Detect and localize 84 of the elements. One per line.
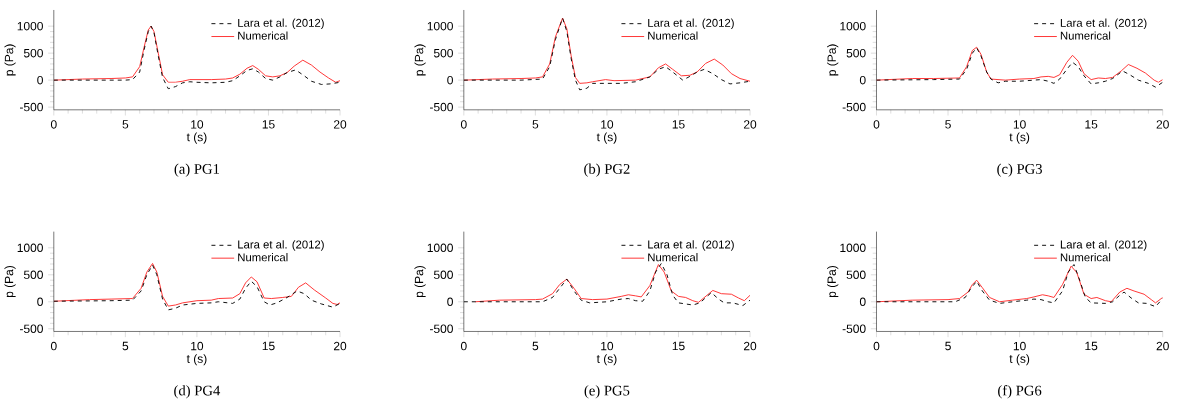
- x-tick-label: 5: [122, 120, 129, 129]
- legend-label: Numerical: [1060, 31, 1111, 40]
- y-axis-title: p (Pa): [827, 44, 839, 76]
- y-tick-label: 1000: [17, 21, 43, 31]
- legend-label: Lara et al. (2012): [648, 240, 734, 251]
- y-tick-label: 1000: [840, 21, 866, 31]
- x-tick-label: 15: [1085, 120, 1098, 129]
- y-tick-label: 500: [846, 48, 866, 58]
- x-axis-title: t (s): [1009, 353, 1030, 366]
- x-tick-label: 5: [532, 120, 539, 129]
- x-tick-label: 20: [333, 341, 347, 351]
- x-axis-title: t (s): [186, 132, 207, 144]
- x-axis-title: t (s): [596, 353, 617, 366]
- y-tick-label: 0: [37, 297, 43, 306]
- legend-label: Numerical: [1060, 252, 1111, 262]
- y-tick-label: 0: [859, 297, 866, 306]
- x-tick-label: 10: [191, 120, 204, 129]
- y-axis-title: p (Pa): [414, 44, 426, 76]
- x-axis-title: t (s): [186, 353, 207, 366]
- y-tick-label: -500: [842, 324, 866, 333]
- x-tick-label: 10: [1013, 341, 1026, 351]
- x-tick-label: 15: [1085, 341, 1098, 351]
- x-tick-label: 20: [743, 341, 757, 351]
- y-tick-label: -500: [19, 102, 43, 112]
- x-tick-label: 10: [601, 120, 614, 129]
- y-tick-label: -500: [430, 324, 453, 333]
- x-axis-title: t (s): [596, 132, 617, 144]
- y-tick-label: 500: [433, 270, 453, 279]
- y-tick-label: 0: [447, 75, 453, 85]
- x-tick-label: 15: [672, 341, 685, 351]
- legend-label: Lara et al. (2012): [648, 18, 734, 29]
- y-tick-label: -500: [430, 102, 453, 112]
- x-tick-label: 15: [262, 341, 275, 351]
- y-tick-label: 0: [859, 75, 866, 85]
- text: (a) PG1: [174, 163, 219, 177]
- x-tick-label: 15: [262, 120, 275, 129]
- text: (f) PG6: [998, 384, 1042, 399]
- y-axis-title: p (Pa): [4, 265, 16, 297]
- y-tick-label: 0: [37, 75, 43, 85]
- x-tick-label: 10: [1013, 120, 1026, 129]
- legend-label: Numerical: [648, 252, 698, 262]
- y-tick-label: -500: [842, 102, 866, 112]
- x-tick-label: 5: [945, 120, 951, 129]
- legend-label: Numerical: [238, 31, 288, 40]
- x-tick-label: 0: [50, 120, 57, 129]
- legend-label: Lara et al. (2012): [1060, 240, 1147, 251]
- text: (b) PG2: [584, 163, 630, 177]
- x-tick-label: 5: [945, 341, 951, 351]
- legend-label: Lara et al. (2012): [238, 18, 324, 29]
- x-tick-label: 5: [122, 341, 129, 351]
- x-tick-label: 0: [460, 341, 467, 351]
- x-tick-label: 15: [672, 120, 685, 129]
- x-tick-label: 20: [1156, 341, 1169, 351]
- x-axis-title: t (s): [1009, 132, 1030, 144]
- y-axis-title: p (Pa): [4, 44, 16, 76]
- y-tick-label: 1000: [17, 243, 43, 252]
- y-tick-label: 500: [433, 48, 453, 58]
- legend-label: Lara et al. (2012): [1060, 18, 1147, 29]
- x-tick-label: 0: [460, 120, 467, 129]
- y-tick-label: 500: [23, 48, 43, 58]
- x-tick-label: 20: [333, 120, 347, 129]
- legend-label: Numerical: [238, 252, 288, 262]
- y-tick-label: 500: [846, 270, 866, 279]
- y-axis-title: p (Pa): [827, 265, 839, 297]
- x-tick-label: 0: [873, 120, 880, 129]
- text: (d) PG4: [174, 385, 221, 399]
- y-tick-label: 1000: [427, 21, 453, 31]
- text: (c) PG3: [997, 163, 1042, 177]
- x-tick-label: 0: [873, 341, 880, 351]
- x-tick-label: 20: [1156, 120, 1169, 129]
- legend-label: Lara et al. (2012): [238, 240, 324, 251]
- x-tick-label: 10: [601, 341, 614, 351]
- text: (e) PG5: [584, 385, 630, 399]
- y-tick-label: 1000: [427, 243, 453, 252]
- y-tick-label: 1000: [840, 243, 866, 252]
- x-tick-label: 20: [743, 120, 757, 129]
- y-tick-label: 0: [447, 297, 453, 306]
- x-tick-label: 10: [191, 341, 204, 351]
- y-tick-label: -500: [19, 324, 43, 333]
- x-tick-label: 5: [532, 341, 539, 351]
- legend-label: Numerical: [648, 31, 698, 40]
- y-axis-title: p (Pa): [414, 265, 426, 297]
- x-tick-label: 0: [50, 341, 57, 351]
- y-tick-label: 500: [23, 270, 43, 279]
